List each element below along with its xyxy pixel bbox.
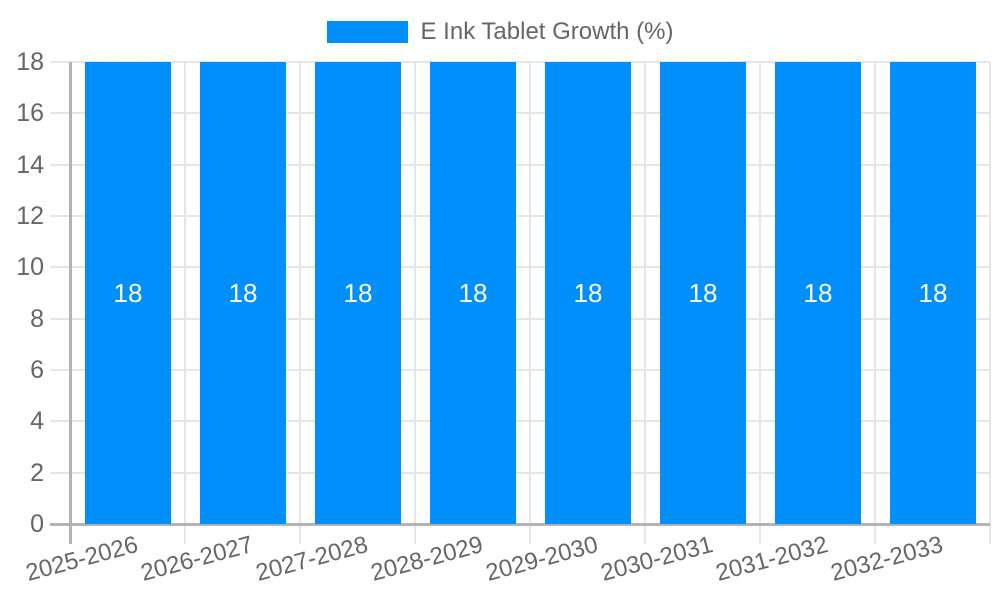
y-tick-label: 8 — [30, 304, 44, 333]
x-gridline — [989, 62, 991, 544]
x-tick-label: 2029-2030 — [482, 531, 601, 587]
y-tick-label: 0 — [30, 510, 44, 538]
y-tick-label: 12 — [16, 202, 44, 230]
bar[interactable] — [545, 62, 631, 524]
x-tick-label: 2031-2032 — [712, 531, 831, 587]
y-tick-label: 4 — [30, 407, 44, 436]
x-axis-line — [50, 523, 990, 526]
bar-value-label: 18 — [573, 278, 603, 308]
y-gridline — [50, 471, 990, 474]
y-tick-label: 18 — [16, 48, 44, 76]
x-tick-label: 2028-2029 — [367, 531, 486, 587]
y-axis-line — [69, 62, 72, 544]
x-gridline — [299, 62, 301, 544]
x-gridline — [529, 62, 531, 544]
y-gridline — [50, 317, 990, 320]
y-gridline — [50, 266, 990, 269]
y-gridline — [50, 369, 990, 371]
legend-label: E Ink Tablet Growth (%) — [420, 18, 674, 45]
bar[interactable] — [430, 62, 516, 524]
y-tick-label: 6 — [30, 356, 44, 384]
x-gridline — [644, 62, 646, 544]
x-tick-label: 2026-2027 — [137, 531, 256, 587]
bar-value-label: 18 — [113, 278, 143, 308]
x-tick-label: 2027-2028 — [252, 531, 371, 587]
bar[interactable] — [660, 62, 746, 524]
y-gridline — [50, 163, 990, 166]
x-tick-label: 2032-2033 — [827, 531, 946, 587]
bar-value-label: 18 — [688, 278, 718, 308]
y-tick-label: 16 — [16, 99, 44, 128]
bar[interactable] — [85, 62, 171, 524]
y-tick-label: 2 — [30, 458, 44, 487]
y-gridline — [50, 420, 990, 423]
legend-swatch — [326, 21, 408, 43]
legend[interactable]: E Ink Tablet Growth (%) — [0, 19, 1000, 45]
x-tick-label: 2030-2031 — [597, 531, 716, 587]
y-tick-label: 10 — [16, 253, 44, 282]
y-gridline — [50, 112, 990, 115]
bar-value-label: 18 — [458, 278, 488, 308]
x-gridline — [759, 62, 761, 544]
bar[interactable] — [775, 62, 861, 524]
bar-value-label: 18 — [343, 278, 373, 308]
x-gridline — [414, 62, 416, 544]
bar[interactable] — [315, 62, 401, 524]
bar-value-label: 18 — [228, 278, 258, 308]
x-gridline — [874, 62, 876, 544]
bar-value-label: 18 — [803, 278, 833, 308]
y-tick-label: 14 — [16, 150, 44, 179]
x-gridline — [184, 62, 186, 544]
bar[interactable] — [200, 62, 286, 524]
y-gridline — [50, 215, 990, 217]
bar[interactable] — [890, 62, 976, 524]
x-tick-label: 2025-2026 — [22, 531, 141, 587]
y-gridline — [50, 61, 990, 63]
bar-value-label: 18 — [918, 278, 948, 308]
